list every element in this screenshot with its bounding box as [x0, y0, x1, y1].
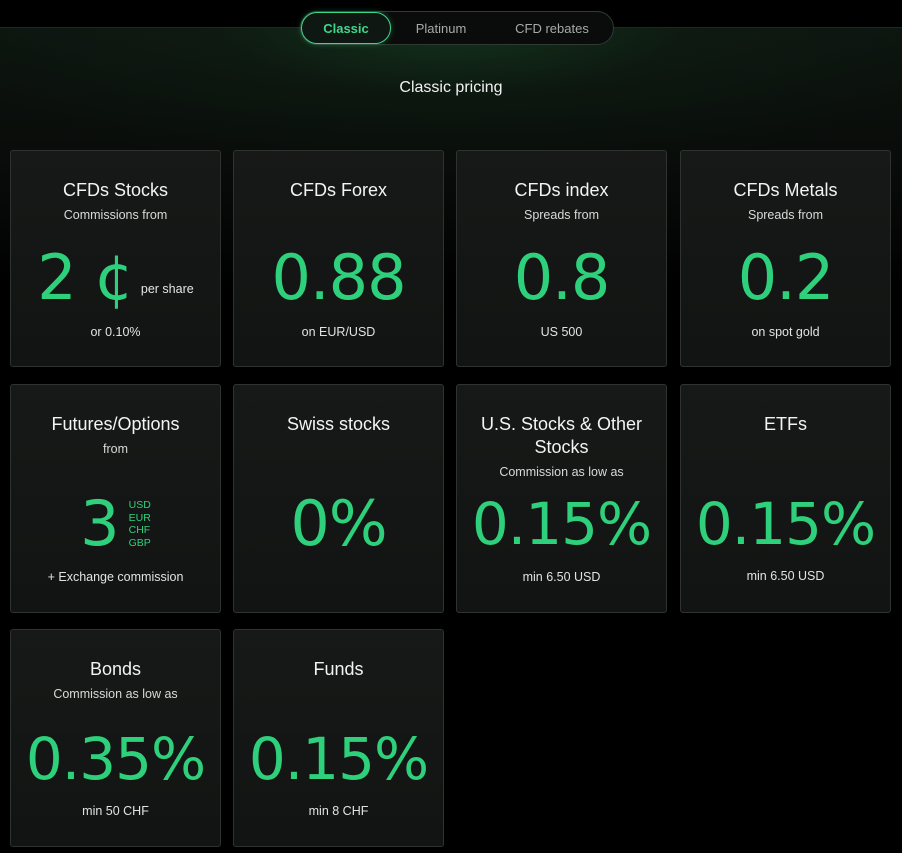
card-note: min 6.50 USD	[457, 570, 666, 584]
card-cfds-stocks: CFDs Stocks Commissions from 2 ¢ per sha…	[10, 150, 221, 367]
card-subtitle: from	[11, 442, 220, 456]
card-subtitle: Commission as low as	[11, 687, 220, 701]
price-value: 2 ¢	[37, 247, 133, 309]
price-value: 0%	[290, 493, 386, 555]
currency-gbp: GBP	[129, 537, 151, 550]
price-value: 0.15%	[249, 728, 428, 790]
card-note: min 8 CHF	[234, 804, 443, 818]
price-value: 0.15%	[696, 493, 875, 555]
card-title: Futures/Options	[19, 413, 212, 436]
card-subtitle: Commission as low as	[457, 465, 666, 479]
card-note: on spot gold	[681, 325, 890, 339]
card-note: on EUR/USD	[234, 325, 443, 339]
card-subtitle: Spreads from	[457, 208, 666, 222]
section-title: Classic pricing	[0, 79, 902, 97]
card-title: U.S. Stocks & Other Stocks	[465, 413, 658, 459]
pricing-tabs: Classic Platinum CFD rebates	[300, 11, 614, 45]
price-value: 0.88	[271, 247, 405, 309]
card-etfs: ETFs 0.15% min 6.50 USD	[680, 384, 891, 613]
currency-chf: CHF	[129, 524, 151, 537]
currency-usd: USD	[129, 499, 151, 512]
card-subtitle: Spreads from	[681, 208, 890, 222]
card-note: + Exchange commission	[11, 570, 220, 584]
value-row: 0.2	[681, 243, 890, 313]
price-value: 3	[80, 493, 118, 555]
card-title: CFDs index	[465, 179, 658, 202]
card-subtitle: Commissions from	[11, 208, 220, 222]
value-row: 2 ¢ per share	[11, 243, 220, 313]
card-funds: Funds 0.15% min 8 CHF	[233, 629, 444, 847]
value-row: 0.15%	[681, 489, 890, 559]
tab-platinum[interactable]: Platinum	[391, 12, 491, 44]
currency-eur: EUR	[129, 512, 151, 525]
value-row: 3 USD EUR CHF GBP	[11, 489, 220, 559]
tab-cfd-rebates[interactable]: CFD rebates	[491, 12, 613, 44]
price-value: 0.15%	[472, 493, 651, 555]
card-title: Funds	[242, 658, 435, 681]
card-us-stocks: U.S. Stocks & Other Stocks Commission as…	[456, 384, 667, 613]
price-value: 0.2	[738, 247, 834, 309]
card-note: min 6.50 USD	[681, 569, 890, 583]
card-cfds-metals: CFDs Metals Spreads from 0.2 on spot gol…	[680, 150, 891, 367]
price-value: 0.8	[514, 247, 610, 309]
card-title: CFDs Forex	[242, 179, 435, 202]
value-row: 0.15%	[457, 489, 666, 559]
currency-list: USD EUR CHF GBP	[129, 499, 151, 549]
price-unit: per share	[141, 282, 194, 296]
tab-classic[interactable]: Classic	[301, 12, 391, 44]
card-note: or 0.10%	[11, 325, 220, 339]
card-futures-options: Futures/Options from 3 USD EUR CHF GBP +…	[10, 384, 221, 613]
card-cfds-forex: CFDs Forex 0.88 on EUR/USD	[233, 150, 444, 367]
card-note: US 500	[457, 325, 666, 339]
card-title: Bonds	[19, 658, 212, 681]
value-row: 0.88	[234, 243, 443, 313]
value-row: 0%	[234, 489, 443, 559]
price-value: 0.35%	[26, 728, 205, 790]
card-swiss-stocks: Swiss stocks 0%	[233, 384, 444, 613]
card-bonds: Bonds Commission as low as 0.35% min 50 …	[10, 629, 221, 847]
card-title: ETFs	[689, 413, 882, 436]
card-title: CFDs Stocks	[19, 179, 212, 202]
value-row: 0.8	[457, 243, 666, 313]
value-row: 0.35%	[11, 724, 220, 794]
card-title: Swiss stocks	[242, 413, 435, 436]
value-row: 0.15%	[234, 724, 443, 794]
card-cfds-index: CFDs index Spreads from 0.8 US 500	[456, 150, 667, 367]
card-title: CFDs Metals	[689, 179, 882, 202]
card-note: min 50 CHF	[11, 804, 220, 818]
